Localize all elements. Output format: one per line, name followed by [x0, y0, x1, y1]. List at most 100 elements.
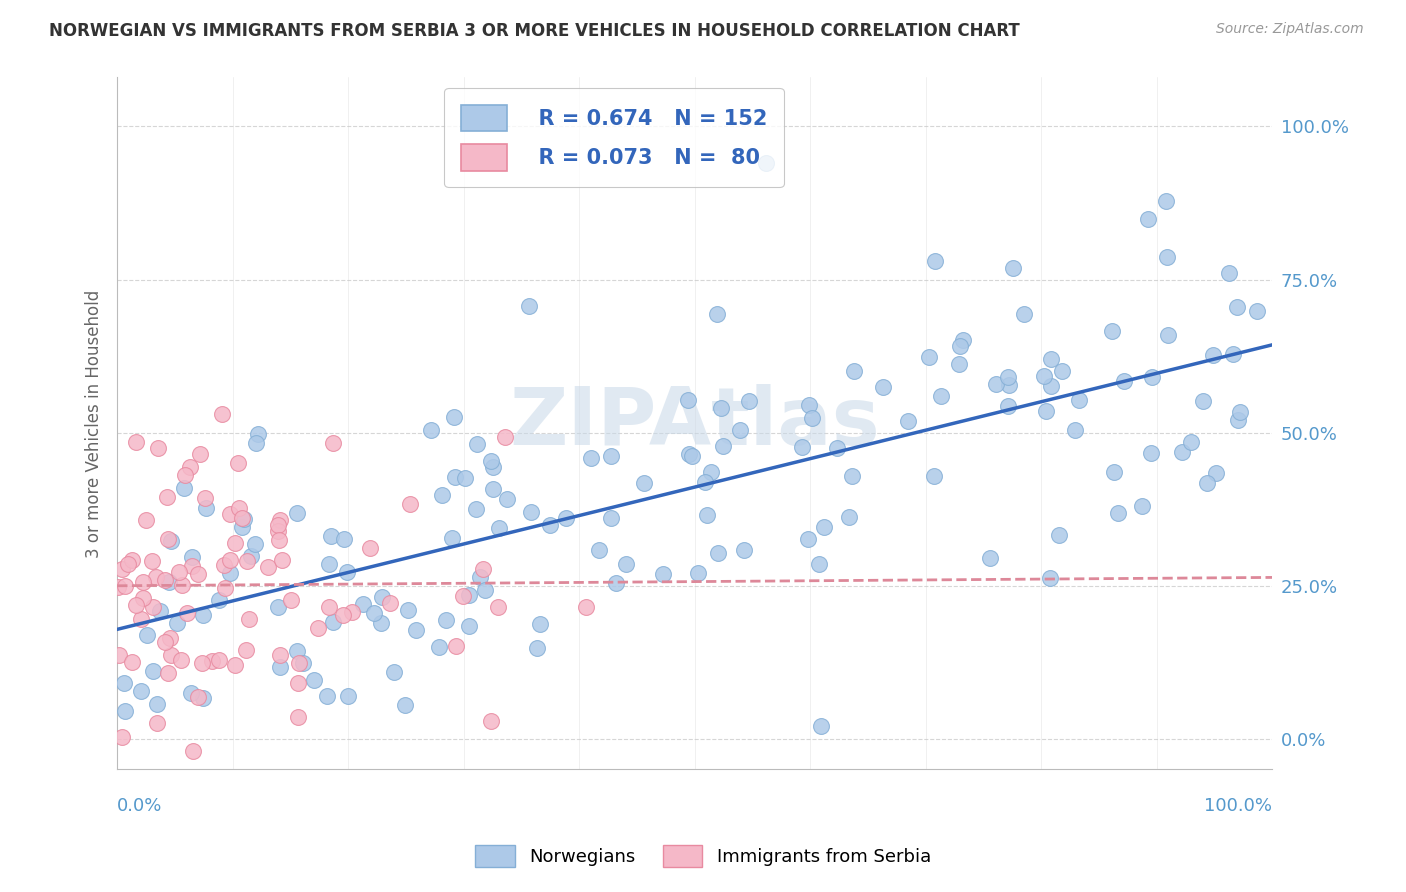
Point	[813, 519, 835, 533]
Text: Source: ZipAtlas.com: Source: ZipAtlas.com	[1216, 22, 1364, 37]
Point	[1101, 324, 1123, 338]
Point	[269, 533, 291, 547]
Point	[245, 537, 267, 551]
Point	[302, 673, 325, 688]
Text: 0.0%: 0.0%	[117, 797, 163, 815]
Point	[191, 657, 214, 671]
Point	[1222, 347, 1244, 361]
Point	[1047, 528, 1070, 542]
Point	[394, 698, 416, 712]
Point	[121, 655, 143, 669]
Point	[336, 690, 359, 704]
Point	[599, 511, 621, 525]
Point	[201, 654, 224, 668]
Point	[318, 558, 340, 572]
Point	[153, 573, 176, 587]
Point	[318, 600, 340, 615]
Point	[444, 639, 467, 653]
Point	[352, 597, 374, 611]
Point	[1191, 394, 1213, 409]
Point	[574, 599, 596, 614]
Point	[486, 600, 509, 615]
Point	[280, 593, 302, 607]
Point	[710, 401, 733, 415]
Point	[1107, 506, 1129, 520]
Point	[159, 631, 181, 645]
Point	[614, 557, 637, 571]
Point	[1130, 499, 1153, 513]
Point	[187, 690, 209, 704]
Point	[1112, 374, 1135, 388]
Point	[790, 440, 813, 454]
Point	[922, 468, 945, 483]
Point	[465, 502, 488, 516]
Point	[183, 744, 205, 758]
Point	[145, 569, 167, 583]
Point	[838, 509, 860, 524]
Point	[269, 660, 291, 674]
Point	[465, 437, 488, 451]
Point	[107, 580, 129, 594]
Point	[1202, 348, 1225, 362]
Point	[307, 622, 329, 636]
Point	[166, 616, 188, 631]
Point	[797, 398, 820, 412]
Point	[219, 553, 242, 567]
Point	[287, 643, 309, 657]
Point	[267, 517, 290, 532]
Point	[755, 156, 778, 170]
Point	[219, 566, 242, 580]
Point	[1039, 571, 1062, 585]
Point	[405, 624, 427, 638]
Point	[1226, 300, 1249, 314]
Point	[479, 714, 502, 728]
Point	[212, 558, 235, 572]
Point	[457, 619, 479, 633]
Point	[1052, 363, 1074, 377]
Point	[156, 490, 179, 504]
Point	[160, 533, 183, 548]
Point	[600, 449, 623, 463]
Point	[240, 549, 263, 563]
Point	[1039, 351, 1062, 366]
Point	[125, 434, 148, 449]
Point	[693, 475, 716, 490]
Point	[336, 565, 359, 579]
Point	[454, 471, 477, 485]
Point	[1001, 261, 1024, 276]
Point	[114, 579, 136, 593]
Point	[443, 470, 465, 484]
Point	[396, 603, 419, 617]
Point	[633, 476, 655, 491]
Point	[1195, 475, 1218, 490]
Point	[169, 653, 191, 667]
Point	[245, 435, 267, 450]
Point	[180, 686, 202, 700]
Point	[451, 589, 474, 603]
Point	[952, 334, 974, 348]
Point	[496, 491, 519, 506]
Point	[167, 565, 190, 579]
Point	[142, 600, 165, 615]
Point	[129, 684, 152, 698]
Point	[288, 656, 311, 670]
Point	[132, 591, 155, 605]
Point	[174, 468, 197, 483]
Point	[555, 510, 578, 524]
Point	[997, 370, 1019, 384]
Point	[111, 561, 134, 575]
Point	[231, 520, 253, 534]
Point	[1218, 266, 1240, 280]
Point	[482, 460, 505, 475]
Point	[193, 608, 215, 623]
Point	[797, 532, 820, 546]
Point	[179, 459, 201, 474]
Point	[472, 562, 495, 576]
Point	[146, 697, 169, 711]
Point	[267, 524, 290, 538]
Point	[872, 379, 894, 393]
Point	[1180, 434, 1202, 449]
Point	[1137, 212, 1160, 227]
Point	[231, 511, 253, 525]
Point	[247, 427, 270, 442]
